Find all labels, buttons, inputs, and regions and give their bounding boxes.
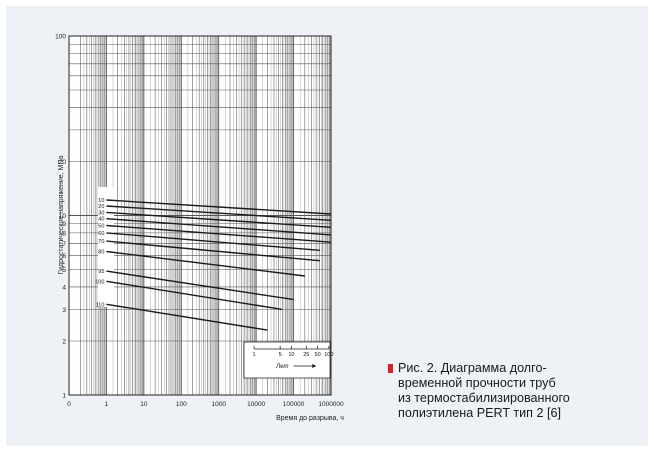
y-tick-label: 1 (62, 393, 66, 400)
series-line (106, 211, 332, 228)
years-scale-box: 1 5 10 25 50 100 Лет (243, 341, 333, 379)
series-label: 60 (98, 231, 104, 237)
series-line (106, 250, 305, 277)
caption-line-3: из термостабилизированного (398, 391, 570, 405)
years-arrow-head (312, 364, 317, 368)
series-label: 20 (98, 204, 104, 210)
series-label: 100 (95, 279, 104, 285)
caption-line-2: временной прочности труб (398, 376, 556, 390)
series-label: 95 (98, 269, 104, 275)
y-tick-label: 20 (59, 159, 67, 166)
series-label: 80 (98, 250, 104, 256)
years-tick-label: 100 (324, 352, 333, 358)
y-tick-label: 10 (59, 213, 67, 220)
y-tick-label: 5 (62, 267, 66, 274)
tick-label-layer: 0 1 10 100 1000 10000 100000 100000012345678910… (55, 34, 344, 409)
series-line (106, 232, 320, 251)
x-tick-label: 100000 (283, 401, 305, 408)
y-tick-label: 8 (62, 230, 66, 237)
years-tick-label: 50 (315, 352, 321, 358)
series-line (106, 224, 332, 243)
series-label: 50 (98, 223, 104, 229)
series-label: 110 (96, 302, 105, 308)
x-tick-label: 1000000 (318, 401, 344, 408)
y-tick-label: 6 (62, 253, 66, 260)
series-label: 10 (98, 198, 104, 204)
series-line (106, 303, 268, 331)
x-tick-label: 1 (105, 401, 109, 408)
y-tick-label: 7 (62, 241, 66, 248)
y-axis-title: Гидростатическое напряжение, МПа (58, 156, 65, 275)
figure-caption: Рис. 2. Диаграмма долго- временной прочн… (388, 361, 643, 421)
x-tick-label: 10000 (247, 401, 265, 408)
series-line (106, 280, 283, 311)
series-line (106, 218, 332, 236)
y-tick-label: 3 (62, 307, 66, 314)
series-line (106, 205, 332, 221)
years-arrow-label: Лет (275, 364, 288, 370)
x-tick-label: 0 (67, 401, 71, 408)
series-label: 70 (98, 239, 104, 245)
years-tick-label: 1 (252, 352, 255, 358)
years-tick-label: 10 (288, 352, 294, 358)
series-line (106, 270, 294, 301)
years-box-frame (243, 341, 331, 379)
y-tick-label: 9 (62, 221, 66, 228)
caption-line-4: полиэтилена PERT тип 2 [6] (398, 406, 561, 420)
x-axis-title: Время до разрыва, ч (276, 415, 344, 422)
series-label: 30 (98, 210, 104, 216)
series-label: 40 (98, 217, 104, 223)
years-tick-label: 25 (303, 352, 309, 358)
x-tick-label: 10 (140, 401, 148, 408)
label-backing (98, 187, 114, 307)
caption-line-1: Рис. 2. Диаграмма долго- (398, 361, 547, 375)
x-tick-label: 1000 (211, 401, 226, 408)
series-line (106, 240, 320, 262)
series-line (106, 199, 332, 215)
y-tick-label: 4 (62, 284, 66, 291)
y-tick-label: 100 (55, 34, 66, 41)
caption-marker (388, 364, 393, 373)
years-tick-label: 5 (279, 352, 282, 358)
y-tick-label: 2 (62, 338, 66, 345)
plot-frame (68, 35, 332, 396)
x-tick-label: 100 (176, 401, 187, 408)
